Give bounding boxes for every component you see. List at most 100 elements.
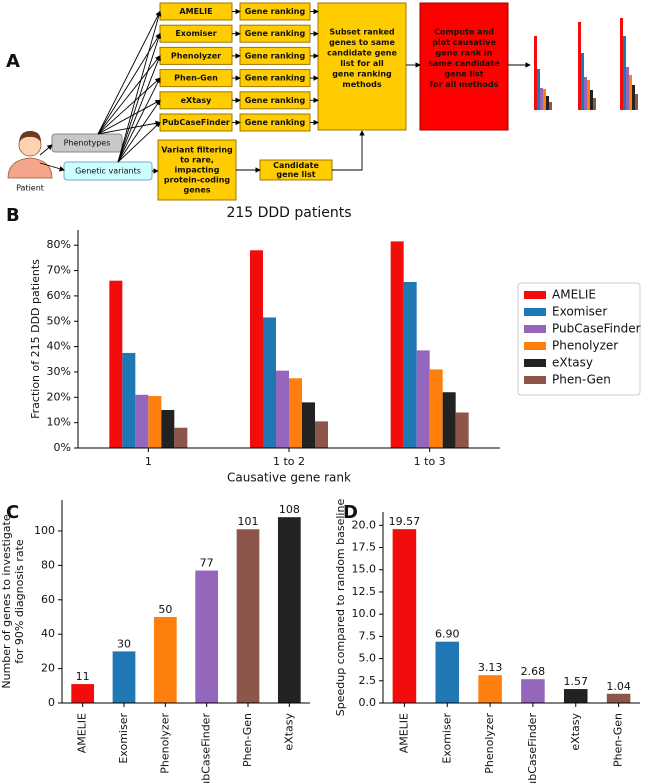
y-axis-label: Number of genes to investigate [0,514,13,688]
y-axis-label: Speedup compared to random baseline [334,499,347,717]
phenotypes-box [51,133,123,153]
y-tick-label: 80% [47,238,71,251]
bar [236,529,260,703]
y-tick-label: 60 [41,593,55,606]
x-tick-label: Phenolyzer [483,713,496,774]
arrow [97,99,161,135]
compute-text: for all methods [430,80,499,89]
bar [112,651,136,703]
compute-text: same candidate [428,59,500,68]
x-tick-label: 1 [145,455,152,468]
bar [122,352,136,448]
phenotypes-label: Phenotypes [64,139,111,148]
arrow [39,144,53,156]
bar [276,370,289,448]
bar [416,350,430,448]
subset-text: gene ranking [332,69,392,78]
y-tick-label: 15.0 [352,563,377,576]
x-tick-label: AMELIE [76,713,89,753]
patient-icon [7,131,53,179]
panel-label: A [6,51,20,72]
x-tick-label: Phen-Gen [241,713,254,767]
legend-swatch [524,291,546,299]
y-tick-label: 2.5 [359,674,377,687]
bar [390,241,404,448]
filtering-text: Variant filtering [161,146,233,155]
arrow [97,77,161,135]
tool-label: Phen-Gen [174,74,218,83]
compute-box [419,2,509,131]
arrow [117,99,161,163]
panel-label: B [6,205,20,226]
variants-label: Genetic variants [75,167,141,176]
subset-text: candidate gene [327,48,397,57]
y-tick-label: 10% [47,416,71,429]
x-tick-label: eXtasy [569,713,582,751]
y-tick-label: 0 [48,696,55,709]
x-tick-label: Phen-Gen [612,713,625,767]
data-label: 77 [200,557,214,570]
tool-label: Phenolyzer [171,51,221,60]
legend-swatch [524,325,546,333]
subset-box [317,2,407,131]
ranking-label: Gene ranking [245,51,306,60]
arrow [97,55,161,135]
bar [195,570,219,703]
x-tick-label: eXtasy [282,713,295,751]
bar [153,616,177,703]
legend-label: AMELIE [552,288,596,302]
candidate-text: Candidate [273,161,319,170]
compute-text: gene rank in [436,48,493,57]
y-tick-label: 70% [47,264,71,277]
legend-swatch [524,376,546,384]
arrow [117,77,161,163]
arrow [117,55,161,163]
chart-title: 215 DDD patients [226,205,351,221]
legend-label: Phenolyzer [552,339,618,353]
ranking-label: Gene ranking [245,7,306,16]
panel-label: D [343,502,358,523]
tool-label: eXtasy [181,96,213,105]
patient-label: Patient [16,184,44,193]
y-tick-label: 5.0 [359,652,377,665]
bar [289,378,302,448]
filtering-text: to rare, [180,156,214,165]
panel-label: C [6,502,19,523]
filtering-text: impacting [175,166,220,175]
ranking-label: Gene ranking [245,74,306,83]
subset-text: methods [342,80,382,89]
x-tick-label: PubCaseFinder [526,713,539,783]
bar [277,517,301,703]
y-tick-label: 7.5 [359,629,377,642]
bar [250,250,263,448]
legend-swatch [524,308,546,316]
data-label: 3.13 [478,661,503,674]
data-label: 2.68 [521,665,546,678]
y-tick-label: 30% [47,365,71,378]
subset-text: Subset ranked [329,27,395,36]
bar [174,427,188,448]
data-label: 101 [238,515,259,528]
y-axis-label: Fraction of 215 DDD patients [29,259,42,419]
subset-text: genes to same [329,38,395,47]
tool-label: PubCaseFinder [162,118,230,127]
bar [403,281,417,448]
y-tick-label: 0.0 [359,696,377,709]
bar [455,412,469,448]
arrow [97,32,161,135]
bar [135,394,149,448]
legend-label: eXtasy [552,356,593,370]
y-tick-label: 40% [47,340,71,353]
arrow [117,10,162,163]
tool-label: Exomiser [175,29,216,38]
arrow [332,130,365,171]
legend-swatch [524,359,546,367]
bar [478,675,502,703]
bar [563,689,588,703]
legend-box [517,282,641,396]
bar [435,641,460,703]
result-icons [534,18,638,110]
y-tick-label: 60% [47,289,71,302]
x-tick-label: Exomiser [117,713,130,764]
compute-text: gene list [444,69,483,78]
